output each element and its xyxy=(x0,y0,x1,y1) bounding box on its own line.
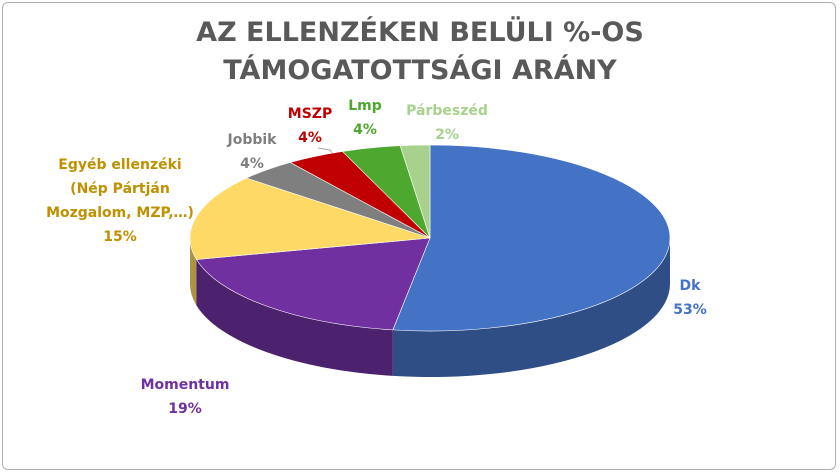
value-label: 53% xyxy=(673,302,707,318)
pie-slice xyxy=(392,144,671,332)
category-label: MSZP xyxy=(287,106,333,122)
category-label: Momentum xyxy=(140,377,230,393)
value-label: 19% xyxy=(168,401,202,417)
value-label: 4% xyxy=(353,122,377,138)
slice-side xyxy=(196,259,393,376)
pie-slice xyxy=(195,237,431,331)
category-label: Egyéb ellenzéki (Nép Pártján Mozgalom, M… xyxy=(46,157,194,221)
category-label: Jobbik xyxy=(227,132,277,148)
category-label: Dk xyxy=(679,278,701,294)
slice-side xyxy=(190,238,197,306)
chart-title: AZ ELLENZÉKEN BELÜLI %-OS TÁMOGATOTTSÁGI… xyxy=(196,17,644,86)
pie-slice xyxy=(189,177,431,260)
value-label: 4% xyxy=(298,130,322,146)
pie-slice xyxy=(399,144,431,239)
value-label: 4% xyxy=(240,156,264,172)
slice-side xyxy=(392,238,670,377)
value-label: 2% xyxy=(435,127,459,143)
value-label: 15% xyxy=(103,229,137,245)
category-label: Párbeszéd xyxy=(406,103,488,119)
category-label: Lmp xyxy=(348,98,382,114)
